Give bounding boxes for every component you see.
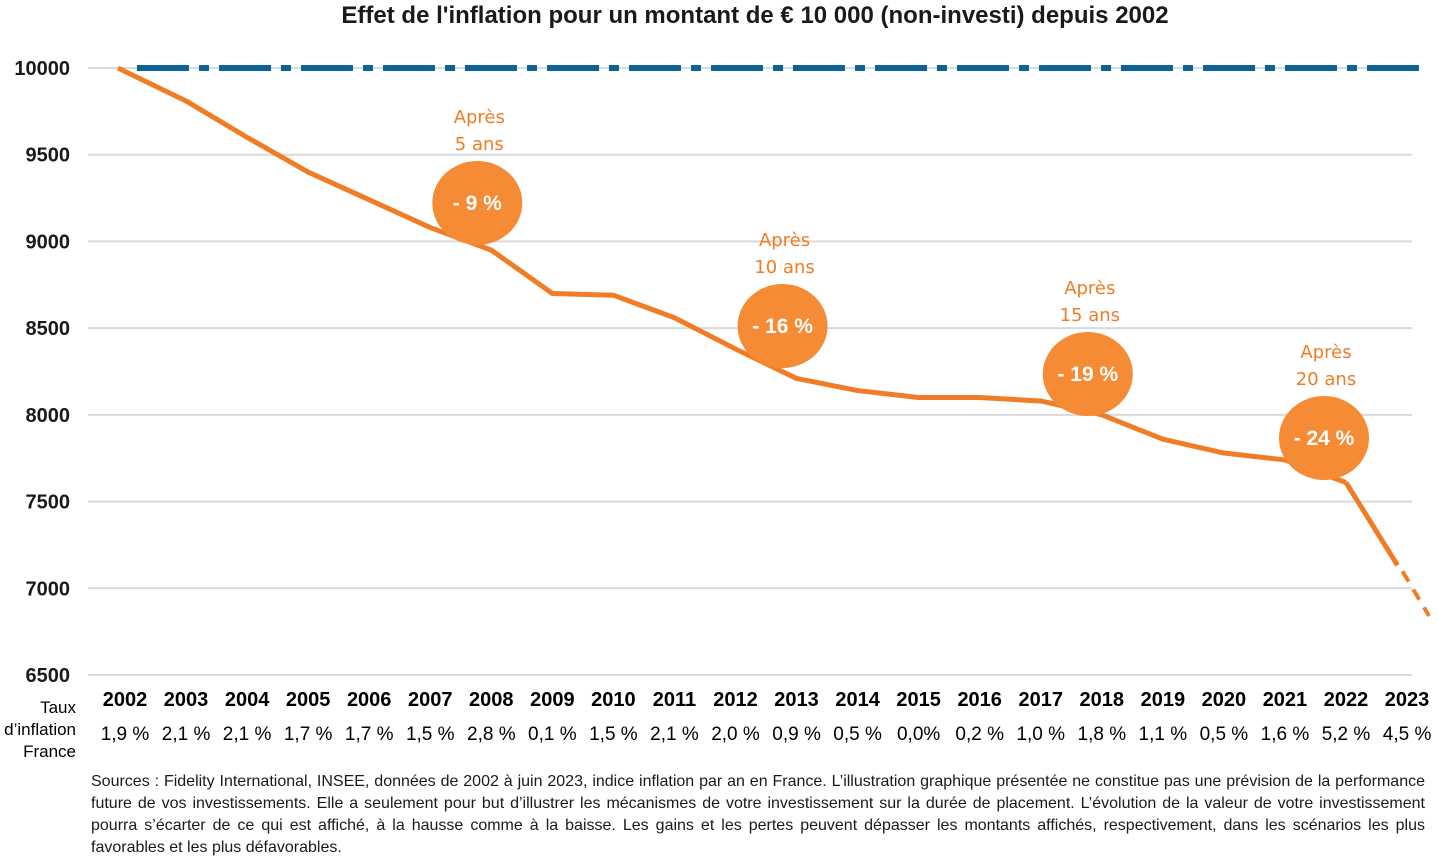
x-tick-label: 2010 [591,689,636,711]
x-axis-ticks: 2002 2003 2004 2005 2006 2007 2008 2009 2010 2011… [103,689,1430,711]
inflation-rate-value: 0,9 % [772,724,821,745]
inflation-rate-value: 0,1 % [528,724,577,745]
inflation-row-label: Taux d’inflation France [4,698,76,761]
annotation-label-line2: 10 ans [754,257,814,278]
y-tick-label: 10000 [14,58,70,80]
inflation-rate-value: 1,7 % [284,724,333,745]
inflation-rate-value: 1,7 % [345,724,394,745]
x-tick-label: 2019 [1141,689,1186,711]
value-series-line [116,65,1347,485]
sources-footnote: Sources : Fidelity International, INSEE,… [91,773,1425,856]
annotation-label-line1: Après [1064,278,1115,299]
annotation-label-line2: 5 ans [455,134,504,155]
x-tick-label: 2014 [835,689,880,711]
x-tick-label: 2004 [225,689,270,711]
x-tick-label: 2007 [408,689,453,711]
x-tick-label: 2006 [347,689,392,711]
series-lines [116,65,1431,618]
inflation-rate-value: 5,2 % [1322,724,1371,745]
x-tick-label: 2005 [286,689,331,711]
annotation-label-line2: 15 ans [1060,305,1120,326]
percent-bubble-label: - 24 % [1294,427,1355,450]
inflation-rate-value: 4,5 % [1383,724,1432,745]
inflation-rate-value: 0,5 % [833,724,882,745]
percent-bubble [432,161,523,245]
y-tick-label: 6500 [26,665,71,687]
inflation-rate-value: 2,0 % [711,724,760,745]
x-tick-label: 2016 [957,689,1002,711]
x-tick-label: 2008 [469,689,514,711]
inflation-rate-value: 1,6 % [1261,724,1310,745]
annotations: - 9 % Après 5 ans - 16 % Après 10 ans - 19 % Ap… [432,107,1369,480]
x-tick-label: 2018 [1080,689,1125,711]
x-tick-label: 2022 [1324,689,1369,711]
percent-bubble [1279,396,1369,480]
y-tick-label: 9500 [26,145,71,167]
percent-bubble-label: - 19 % [1057,363,1118,386]
x-tick-label: 2011 [653,689,696,711]
inflation-rate-value: 2,1 % [650,724,699,745]
inflation-line-chart: 10000 9500 9000 8500 8000 7500 7000 6500 - 9 % A… [14,58,1432,745]
percent-bubble [737,284,828,368]
x-tick-label: 2002 [103,689,148,711]
x-tick-label: 2015 [896,689,941,711]
x-tick-label: 2003 [164,689,209,711]
percent-bubble [1042,332,1133,416]
annotation-label-line2: 20 ans [1296,369,1356,390]
inflation-rate-value: 1,8 % [1078,724,1127,745]
y-tick-label: 8000 [26,405,71,427]
inflation-rate-value: 1,9 % [101,724,150,745]
inflation-rate-value: 0,0% [897,724,940,745]
annotation-label-line1: Après [454,107,505,128]
inflation-rate-value: 0,2 % [955,724,1004,745]
x-tick-label: 2021 [1263,689,1308,711]
x-tick-label: 2017 [1019,689,1064,711]
inflation-rate-value: 1,1 % [1139,724,1188,745]
inflation-rate-value: 1,5 % [589,724,638,745]
value-series-dashed-segment [1400,570,1431,618]
percent-bubble-label: - 16 % [752,315,813,338]
inflation-rate-value: 1,0 % [1016,724,1065,745]
annotation-label-line1: Après [759,230,810,251]
inflation-rate-value: 2,8 % [467,724,516,745]
chart-title: Effet de l'inflation pour un montant de … [341,2,1169,29]
inflation-rate-value: 1,5 % [406,724,455,745]
inflation-rate-value: 2,1 % [162,724,211,745]
y-tick-label: 7000 [26,578,71,600]
inflation-rate-row: 1,9 % 2,1 % 2,1 % 1,7 % 1,7 % 1,5 % 2,8 % 0,1 %… [101,724,1432,745]
value-series-segment [1343,481,1400,567]
y-tick-label: 8500 [26,318,71,340]
inflation-rate-value: 2,1 % [223,724,272,745]
y-tick-label: 7500 [26,492,71,514]
annotation-label-line1: Après [1300,342,1351,363]
percent-bubble-label: - 9 % [453,192,502,215]
x-tick-label: 2023 [1385,689,1430,711]
x-tick-label: 2013 [774,689,819,711]
x-tick-label: 2012 [713,689,758,711]
x-tick-label: 2020 [1202,689,1247,711]
inflation-rate-value: 0,5 % [1200,724,1249,745]
y-tick-label: 9000 [26,231,71,253]
y-axis-ticks: 10000 9500 9000 8500 8000 7500 7000 6500 [14,58,70,687]
x-tick-label: 2009 [530,689,575,711]
